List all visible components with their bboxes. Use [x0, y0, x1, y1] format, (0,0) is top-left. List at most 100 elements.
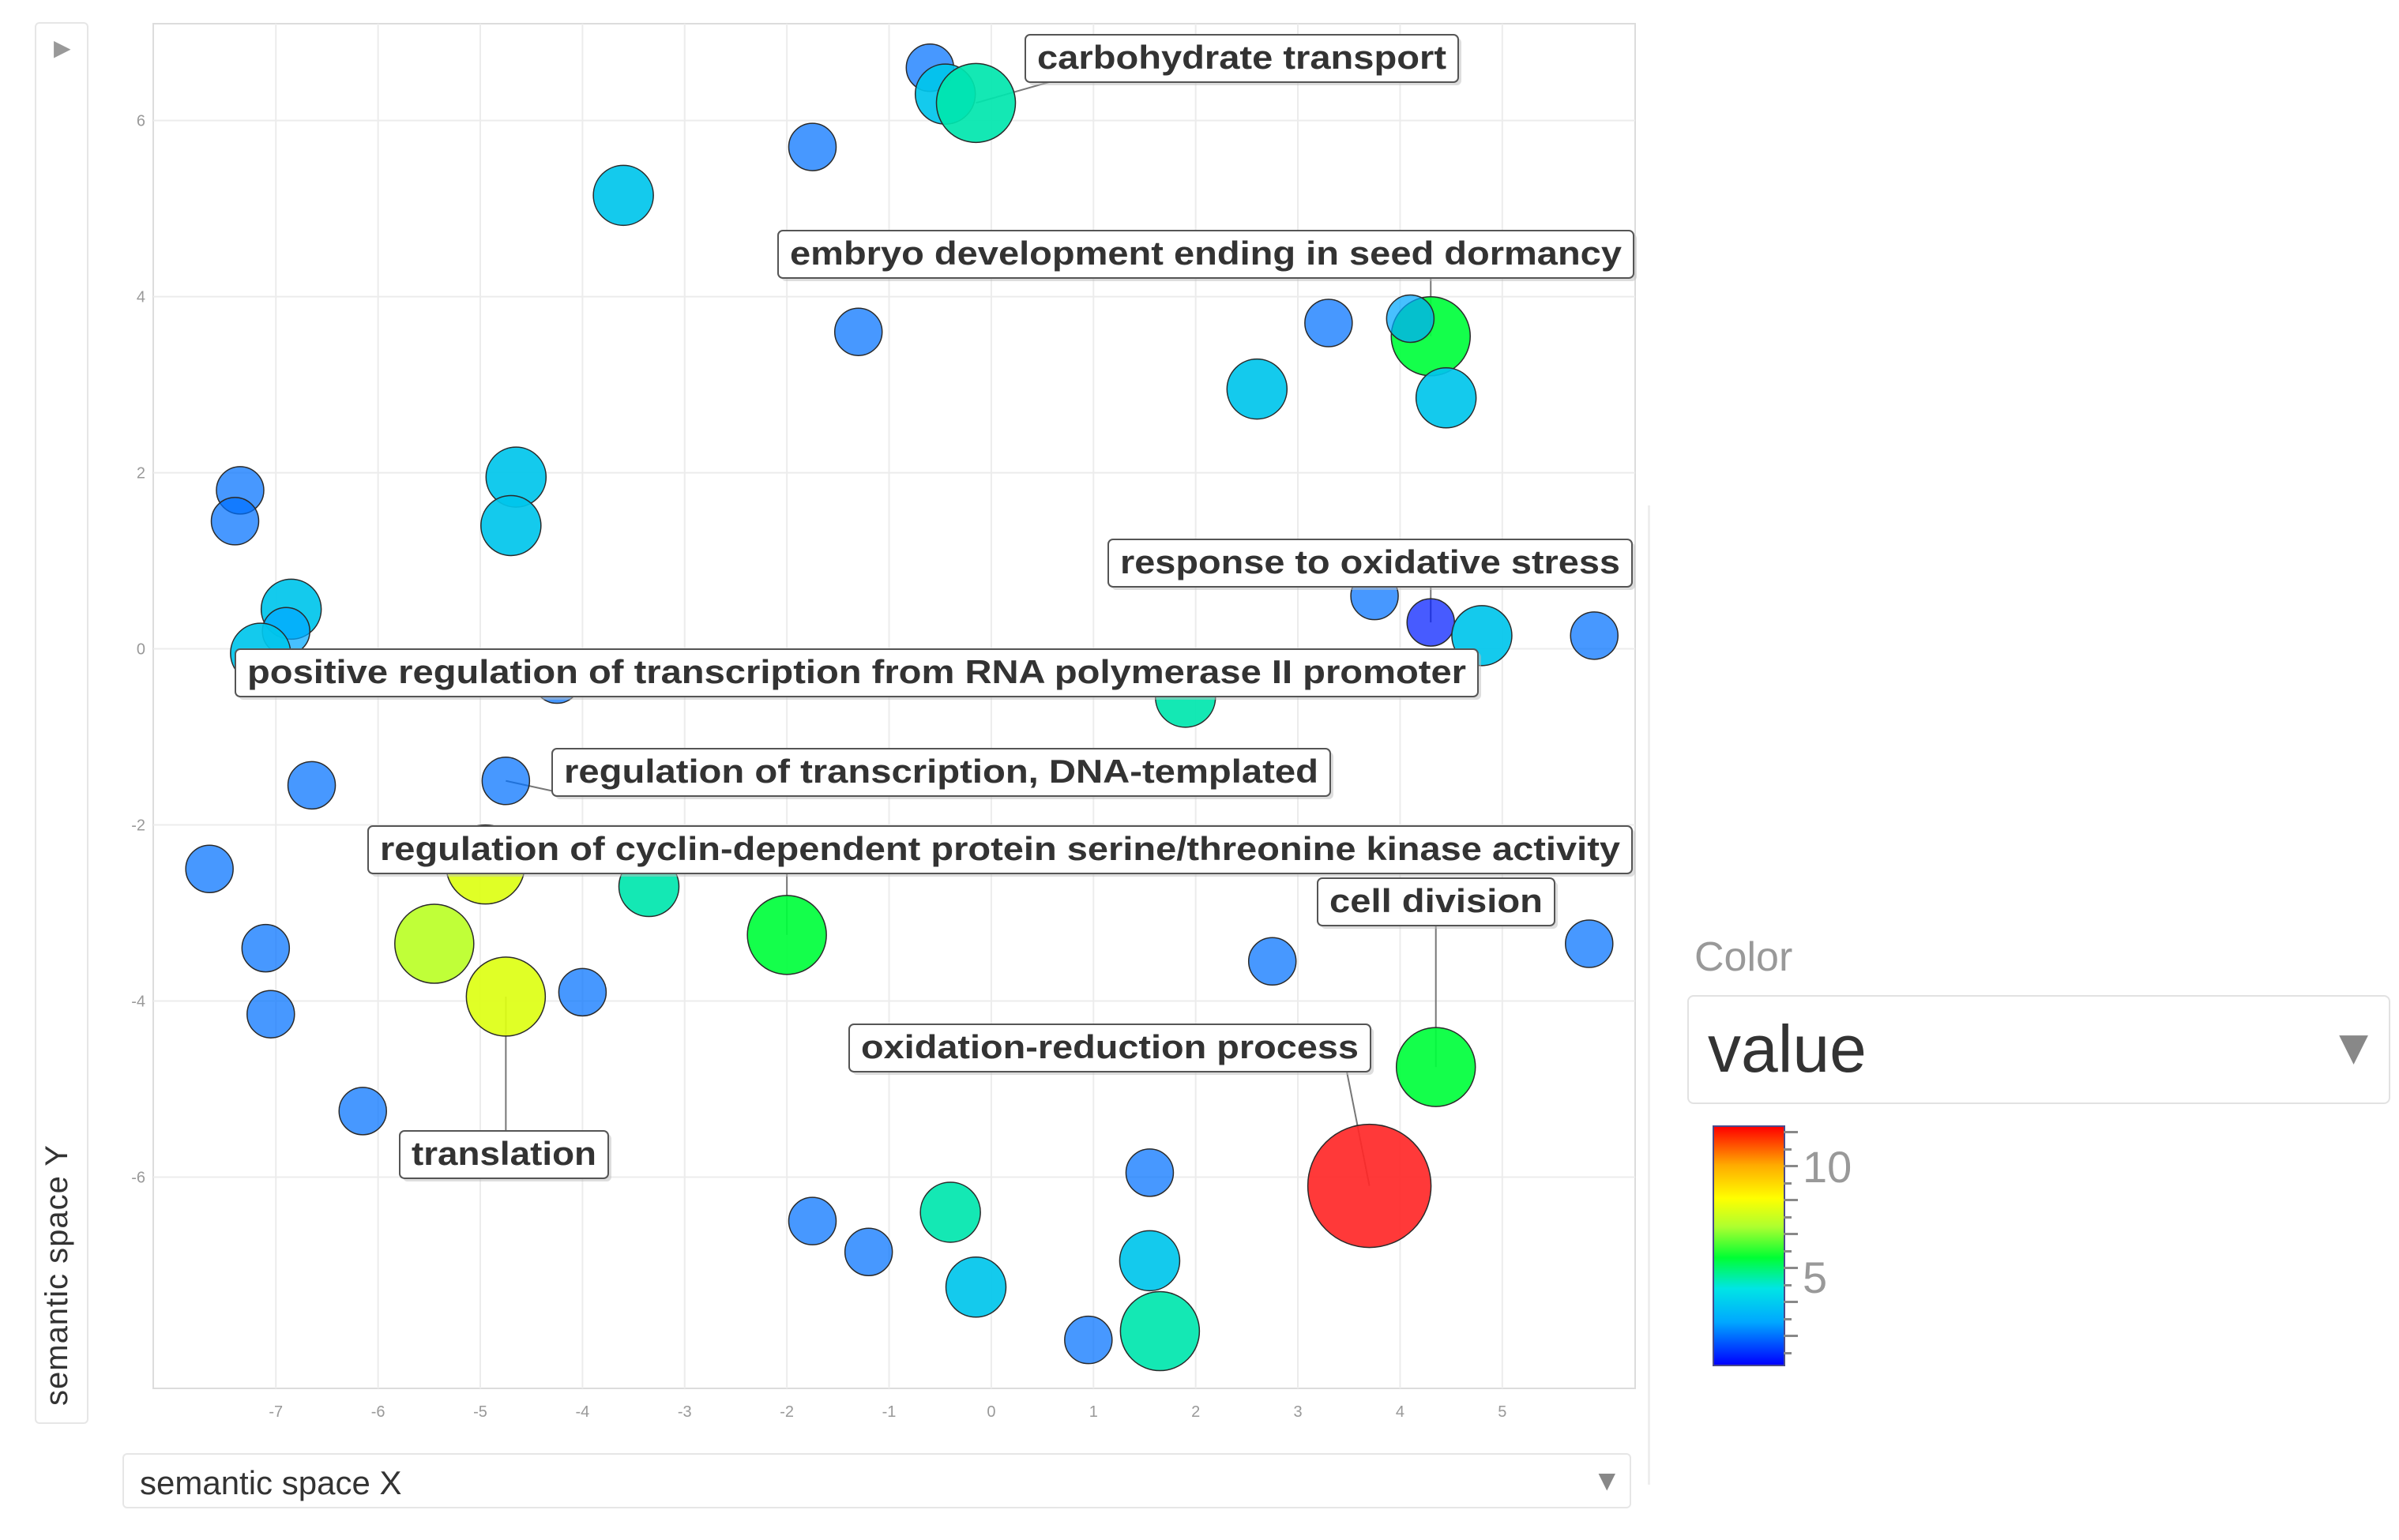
colorbar-tick	[1784, 1181, 1792, 1185]
chevron-down-icon[interactable]: ▼	[2339, 1025, 2368, 1069]
x-tick-label: 2	[1191, 1403, 1200, 1421]
y-tick-label: 4	[137, 289, 145, 306]
data-point	[394, 903, 475, 984]
data-point	[1304, 299, 1353, 347]
colorbar-tick	[1784, 1249, 1792, 1253]
data-point	[246, 990, 295, 1039]
data-point	[788, 1196, 837, 1245]
x-tick-label: -3	[678, 1403, 692, 1421]
colorbar-tick	[1784, 1233, 1798, 1235]
y-tick-label: -4	[131, 993, 145, 1010]
point-label: response to oxidative stress	[1120, 543, 1620, 580]
data-point	[919, 1181, 981, 1243]
colorbar-tick	[1784, 1335, 1798, 1337]
y-tick-label: 0	[137, 641, 145, 659]
label-layer: carbohydrate transport embryo development…	[235, 34, 1637, 1181]
x-tick-label: 5	[1498, 1403, 1506, 1421]
data-point	[1119, 1230, 1181, 1292]
point-label: regulation of transcription, DNA-templat…	[564, 753, 1318, 790]
x-tick-label: -1	[882, 1403, 897, 1421]
data-point	[210, 497, 260, 546]
data-point	[1119, 1290, 1201, 1372]
y-tick-label: 6	[137, 113, 145, 130]
colorbar	[1713, 1125, 1785, 1366]
colorbar-tick	[1784, 1301, 1798, 1303]
label-box	[1025, 34, 1459, 83]
point-label: carbohydrate transport	[1037, 39, 1446, 76]
label-box	[1107, 539, 1633, 588]
data-point	[1570, 611, 1619, 660]
label-box	[1317, 877, 1555, 926]
label-box	[777, 230, 1634, 279]
data-point	[1226, 358, 1288, 420]
data-point	[1395, 1027, 1476, 1107]
data-point	[185, 844, 234, 893]
point-label: translation	[412, 1135, 596, 1172]
data-point	[558, 967, 607, 1017]
colorbar-tick	[1784, 1317, 1792, 1320]
colorbar-tick	[1784, 1283, 1792, 1286]
data-point	[1125, 1148, 1175, 1197]
data-point	[1307, 1123, 1432, 1249]
data-point	[465, 956, 547, 1037]
data-point	[287, 761, 337, 810]
colorbar-tick	[1784, 1215, 1792, 1219]
x-tick-label: -6	[371, 1403, 385, 1421]
x-axis-select[interactable]: semantic space X ▼	[122, 1453, 1631, 1508]
data-point	[935, 62, 1017, 144]
data-point	[945, 1256, 1007, 1318]
label-box	[399, 1130, 609, 1179]
x-tick-label: -4	[575, 1403, 589, 1421]
colorbar-label-10: 10	[1803, 1142, 1852, 1192]
label-box	[235, 648, 1479, 697]
data-point	[1386, 294, 1435, 344]
colorbar-tick	[1784, 1147, 1792, 1151]
point-label: embryo development ending in seed dorman…	[790, 235, 1623, 272]
colorbar-tick	[1784, 1165, 1798, 1167]
data-point	[1415, 367, 1477, 429]
data-point	[844, 1227, 893, 1276]
x-tick-label: 4	[1396, 1403, 1404, 1421]
expand-arrow-icon[interactable]: ▶	[54, 35, 71, 61]
point-label: positive regulation of transcription fro…	[247, 653, 1466, 690]
x-tick-label: -5	[473, 1403, 487, 1421]
x-tick-label: 3	[1293, 1403, 1302, 1421]
y-tick-label: -6	[131, 1169, 145, 1186]
data-point	[788, 122, 837, 171]
label-box	[551, 748, 1331, 797]
colorbar-tick	[1784, 1351, 1792, 1354]
data-point	[481, 757, 531, 806]
color-select[interactable]: value ▼	[1687, 995, 2390, 1104]
axis-layer: -7 -6 -5 -4 -3 -2 -1 0 1 2 3 4 5 6 4 2 0 -2 -4 -6	[131, 113, 1506, 1421]
data-point	[480, 494, 542, 557]
point-label: cell division	[1329, 882, 1543, 919]
point-label: oxidation-reduction process	[861, 1028, 1359, 1065]
label-box	[367, 825, 1633, 874]
chevron-down-icon[interactable]: ▼	[1598, 1467, 1615, 1493]
panel-divider	[1648, 505, 1650, 1485]
data-point	[833, 307, 883, 356]
colorbar-tick	[1784, 1131, 1798, 1133]
data-point	[338, 1087, 387, 1136]
x-tick-label: 0	[987, 1403, 995, 1421]
x-axis-select-value: semantic space X	[140, 1464, 402, 1501]
color-title: Color	[1694, 934, 1793, 980]
left-panel-toggle[interactable]: ▶	[35, 22, 88, 1424]
data-point	[1565, 919, 1614, 968]
point-label: regulation of cyclin-dependent protein s…	[380, 830, 1621, 867]
y-tick-label: 2	[137, 465, 145, 483]
data-point	[1406, 598, 1455, 647]
colorbar-tick	[1784, 1199, 1798, 1201]
data-point	[746, 895, 827, 975]
data-point	[241, 923, 291, 973]
label-box	[848, 1024, 1371, 1072]
colorbar-label-5: 5	[1803, 1253, 1828, 1302]
x-tick-label: -2	[780, 1403, 794, 1421]
color-select-value: value	[1708, 1012, 1867, 1086]
data-point	[1064, 1315, 1113, 1365]
y-tick-label: -2	[131, 817, 145, 835]
data-point	[1247, 937, 1297, 986]
x-tick-label: 1	[1089, 1403, 1098, 1421]
x-tick-label: -7	[269, 1403, 283, 1421]
